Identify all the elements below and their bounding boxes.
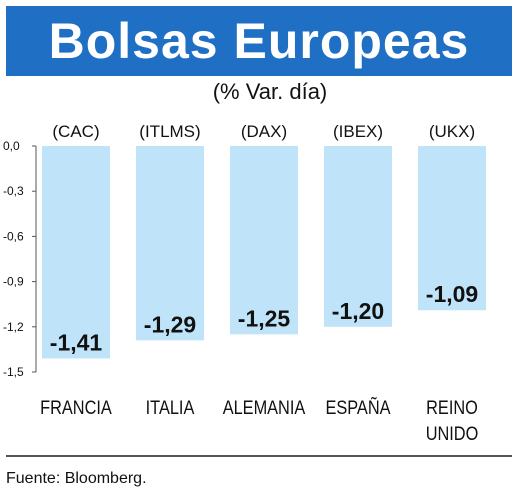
bar-italia [136,146,204,341]
category-label: ESPAÑA [325,396,390,419]
chart-subtitle: (% Var. día) [212,79,328,104]
y-tick-label: -0,3 [3,184,24,198]
category-label: ITALIA [146,397,195,418]
y-tick-label: 0,0 [3,139,20,153]
bar-alemania [230,146,298,335]
y-tick-label: -1,2 [3,320,24,334]
index-label: (CAC) [52,122,99,141]
index-label: (DAX) [241,122,287,141]
source-note: Fuente: Bloomberg. [6,470,147,487]
category-label: UNIDO [426,423,479,444]
category-label: FRANCIA [40,397,112,418]
category-label: ALEMANIA [223,397,306,418]
title-banner: Bolsas Europeas [6,6,512,76]
index-label: (ITLMS) [139,122,200,141]
chart-title: Bolsas Europeas [48,13,470,69]
data-label: -1,25 [238,305,291,331]
y-tick-label: -0,9 [3,275,24,289]
bar-reino-unido [418,146,486,311]
category-label: REINO [426,397,478,418]
index-label: (IBEX) [333,122,383,141]
data-label: -1,20 [332,298,384,324]
data-label: -1,29 [144,311,196,337]
bar-francia [42,146,110,359]
y-tick-label: -1,5 [3,365,24,379]
data-label: -1,09 [426,281,478,307]
y-tick-label: -0,6 [3,229,24,243]
index-label: (UKX) [429,122,475,141]
bar-chart: 0,0 -0,3 -0,6 -0,9 -1,2 -1,5 (CAC) -1,41 FRANCIA… [3,122,486,444]
data-label: -1,41 [50,329,103,355]
bar-españa [324,146,392,327]
footer-divider [6,455,512,457]
